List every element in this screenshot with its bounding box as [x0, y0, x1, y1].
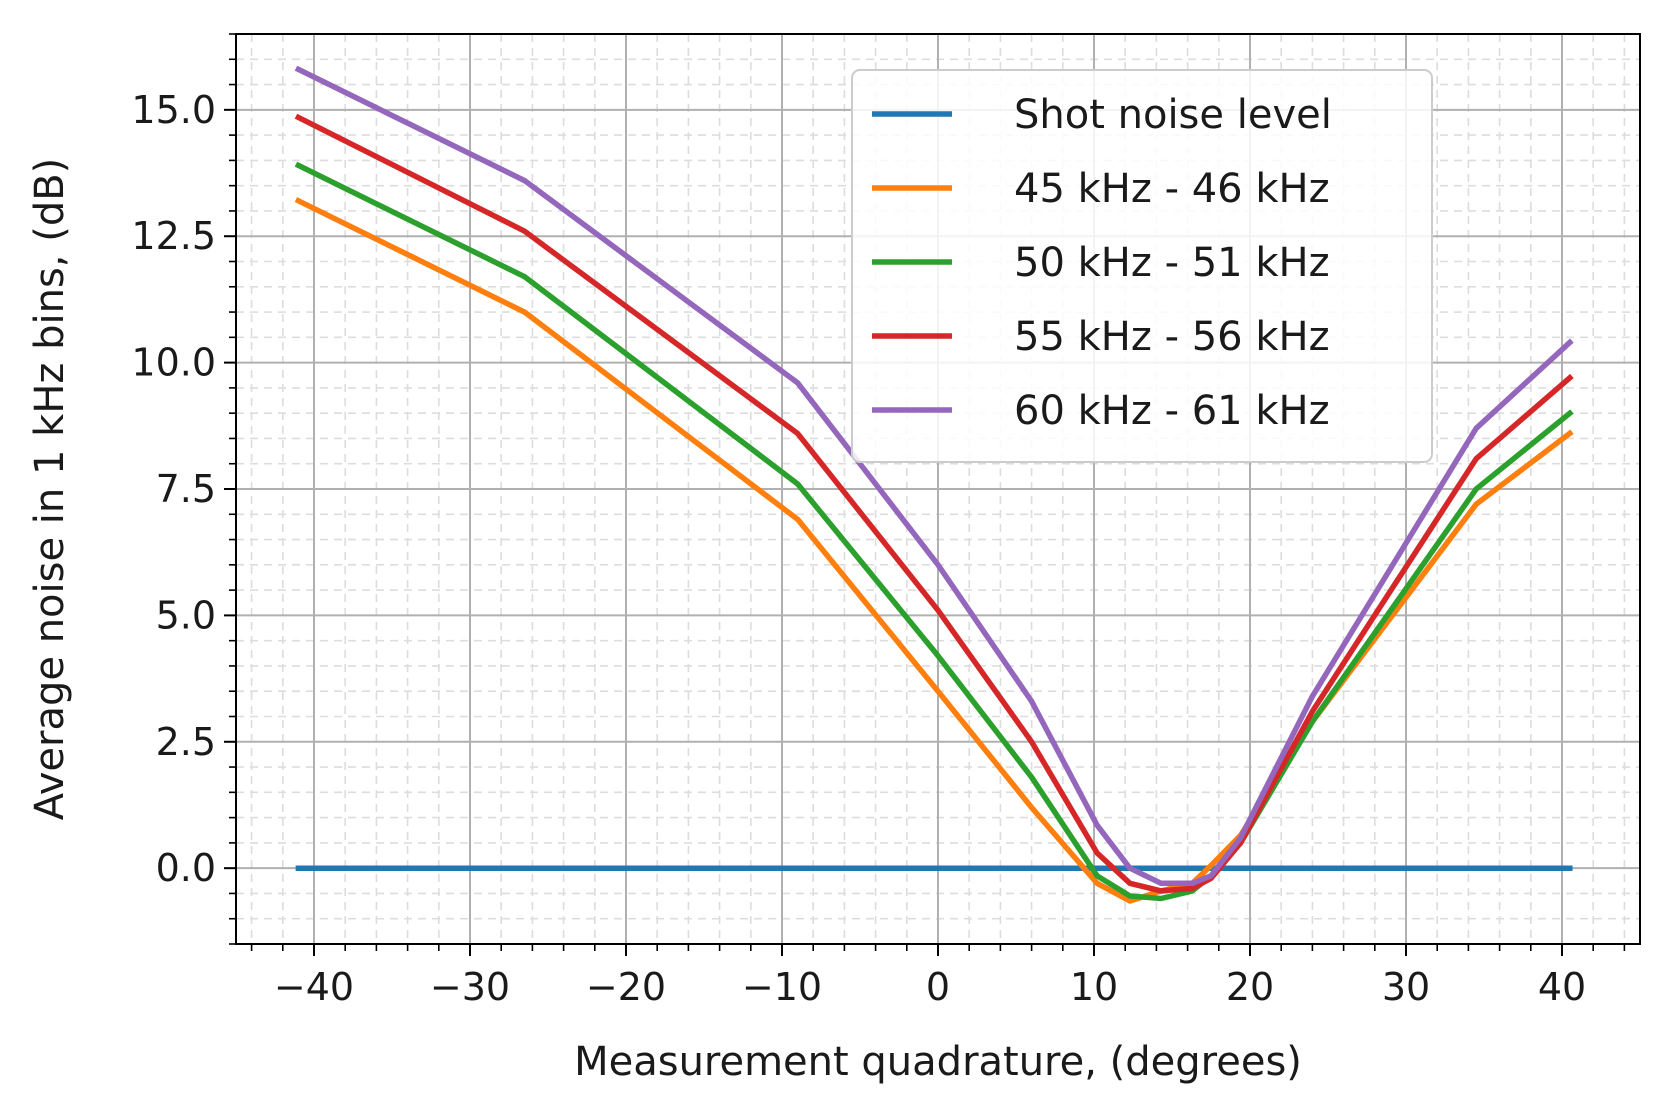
- y-tick-label: 7.5: [156, 467, 216, 511]
- x-tick-label: 30: [1382, 965, 1430, 1009]
- x-tick-label: 0: [926, 965, 950, 1009]
- x-tick-label: −40: [274, 965, 354, 1009]
- y-axis-title: Average noise in 1 kHz bins, (dB): [27, 158, 73, 821]
- x-tick-label: −10: [742, 965, 822, 1009]
- legend: Shot noise level 45 kHz - 46 kHz 50 kHz - …: [851, 69, 1433, 463]
- y-tick-label: 10.0: [131, 341, 216, 385]
- legend-label-3: 55 kHz - 56 kHz: [1014, 314, 1330, 360]
- y-tick-label: 15.0: [131, 88, 216, 132]
- y-tick-label: 12.5: [131, 214, 216, 258]
- legend-label-0: Shot noise level: [1014, 92, 1332, 138]
- series-line-4: [294, 65, 1574, 887]
- series-line-2: [294, 161, 1574, 902]
- legend-label-4: 60 kHz - 61 kHz: [1014, 388, 1330, 434]
- legend-box: [851, 69, 1433, 463]
- legend-label-2: 50 kHz - 51 kHz: [1014, 240, 1330, 286]
- x-tick-label: 10: [1070, 965, 1118, 1009]
- series-layer: [294, 65, 1574, 904]
- y-tick-label: 0.0: [156, 846, 216, 890]
- series-line-3: [294, 113, 1574, 894]
- x-tick-label: 20: [1226, 965, 1274, 1009]
- ticks-layer: −40 −30 −20 −10 0 10 20 30 40 0.0 2.5 5.0 7.5 10.0 12.…: [131, 33, 1626, 1009]
- legend-label-1: 45 kHz - 46 kHz: [1014, 166, 1330, 212]
- x-tick-label: 40: [1538, 965, 1586, 1009]
- y-tick-label: 2.5: [156, 720, 216, 764]
- x-axis-title: Measurement quadrature, (degrees): [574, 1039, 1302, 1085]
- x-tick-label: −20: [586, 965, 666, 1009]
- x-tick-label: −30: [430, 965, 510, 1009]
- y-tick-label: 5.0: [156, 593, 216, 637]
